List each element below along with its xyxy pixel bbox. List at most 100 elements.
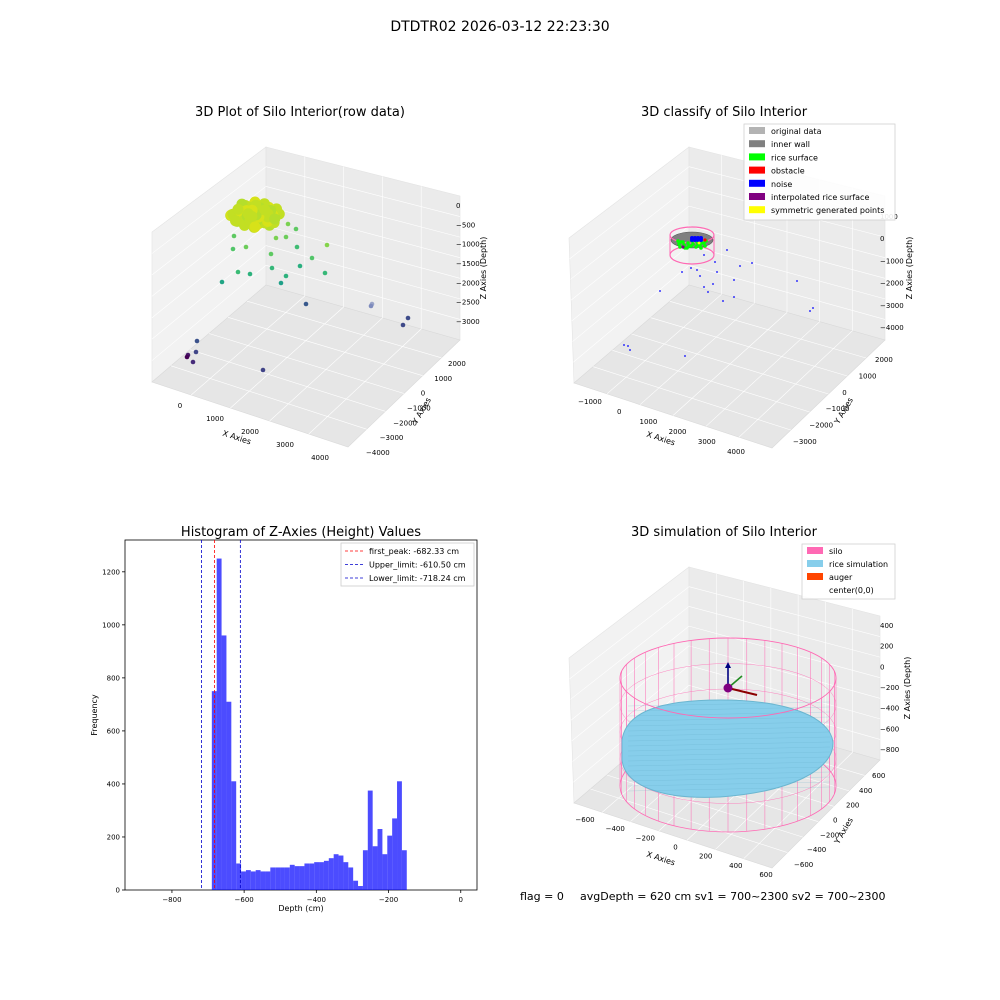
histogram-bar: [255, 870, 261, 890]
z-axis-label: Z Axies (Depth): [479, 237, 488, 300]
legend-swatch: [749, 166, 765, 174]
y-tick-5: −3000: [380, 434, 404, 442]
x-tick-0: 0: [178, 402, 182, 410]
x-tick-4: 200: [699, 853, 712, 861]
z-tick-2: 0: [880, 663, 884, 671]
panel-1-title: 3D Plot of Silo Interior(row data): [195, 105, 405, 120]
legend-swatch: [807, 560, 823, 567]
y-tick-label: 800: [107, 674, 120, 682]
z-tick-0: 400: [880, 622, 893, 630]
legend-label: Lower_limit: -718.24 cm: [369, 574, 466, 583]
x-tick-5: 400: [729, 862, 742, 870]
histogram-bar: [236, 863, 242, 890]
surface-mesh-line: [627, 726, 831, 732]
surface-mesh-line: [627, 731, 831, 737]
raw-point: [278, 280, 284, 286]
silo-top-rim: [619, 637, 837, 719]
raw-point: [219, 279, 225, 285]
rice-surface-point: [703, 244, 707, 248]
histogram-bar: [372, 846, 378, 890]
z-tick-labels: 0 −500 −1000 −1500 −2000 −2500 −3000: [456, 202, 480, 326]
raw-point: [194, 338, 200, 344]
raw-point: [231, 233, 237, 239]
histogram-bar: [367, 790, 373, 890]
noise-point: [696, 269, 698, 271]
z-axis-label: Z Axies (Depth): [905, 237, 914, 300]
y-tick-6: −4000: [366, 449, 390, 457]
noise-point: [699, 238, 703, 242]
histogram-bar: [275, 867, 281, 890]
y-tick-label: 200: [107, 833, 120, 841]
obstacle-point: [703, 238, 707, 242]
surface-mesh-line: [627, 766, 831, 772]
histogram-bar: [338, 855, 344, 890]
histogram-bar: [289, 864, 295, 890]
x-tick-2: 2000: [241, 428, 259, 436]
raw-point: [303, 301, 309, 307]
noise-point: [703, 286, 705, 288]
panel-raw-3d: 3D Plot of Silo Interior(row data) 0 1000…: [151, 105, 488, 462]
legend-label: noise: [771, 180, 792, 189]
y-tick-0: 2000: [448, 360, 466, 368]
histogram-bar: [401, 850, 407, 890]
histogram-bar: [333, 854, 339, 890]
legend-label: rice surface: [771, 153, 818, 162]
raw-points: [184, 196, 411, 373]
x-tick-1: 1000: [206, 415, 224, 423]
raw-point: [322, 270, 328, 276]
legend-label: center(0,0): [829, 586, 874, 595]
legend-label: Upper_limit: -610.50 cm: [369, 561, 466, 570]
raw-point: [247, 271, 253, 277]
x-tick-3: 0: [673, 844, 677, 852]
legend-swatch: [749, 179, 765, 187]
y-tick-6: −600: [794, 861, 813, 869]
rice-surface-point: [691, 242, 695, 246]
x-tick-2: −200: [636, 834, 655, 842]
legend-label: silo: [829, 547, 843, 556]
y-tick-4: −2000: [393, 419, 417, 427]
y-tick-5: −400: [807, 846, 826, 854]
histogram-bar: [323, 860, 329, 890]
histogram-bar: [226, 701, 232, 890]
panel-2-title: 3D classify of Silo Interior: [641, 105, 808, 120]
x-tick-1: −400: [606, 825, 625, 833]
y-tick-4: −200: [820, 831, 839, 839]
footer-stats: avgDepth = 620 cm sv1 = 700~2300 sv2 = 7…: [580, 890, 886, 903]
rice-surface-point: [700, 241, 704, 245]
x-tick-3: 3000: [276, 441, 294, 449]
z-tick-0: 0: [456, 202, 460, 210]
surface-mesh-line: [627, 711, 831, 717]
noise-point: [659, 290, 661, 292]
raw-point: [273, 235, 279, 241]
histogram-bar: [304, 863, 310, 890]
legend-swatch: [749, 153, 765, 161]
noise-point: [681, 271, 683, 273]
histogram-bar: [294, 866, 300, 890]
rice-surface-point: [678, 245, 682, 249]
raw-point: [193, 349, 199, 355]
rice-surface-point: [686, 241, 690, 245]
z-tick-6: −800: [880, 746, 899, 754]
x-tick-labels: −600 −400 −200 0 200 400 600: [575, 816, 772, 879]
noise-point: [796, 280, 798, 282]
panel-4-title: 3D simulation of Silo Interior: [631, 525, 818, 540]
noise-point: [809, 310, 811, 312]
noise-point: [684, 355, 686, 357]
z-tick-2: −1000: [456, 241, 480, 249]
histogram-bar: [397, 781, 402, 890]
z-tick-4: −400: [880, 705, 899, 713]
surface-mesh-line: [627, 736, 831, 742]
raw-point: [246, 211, 258, 222]
y-tick-0: 2000: [875, 356, 893, 364]
x-tick-labels: −1000 0 1000 2000 3000 4000: [578, 398, 745, 456]
surface-mesh-line: [627, 771, 831, 777]
z-tick-2: −1000: [880, 257, 904, 265]
histogram-bar: [284, 867, 290, 890]
histogram-bar: [245, 870, 251, 890]
z-tick-1: −500: [456, 221, 475, 229]
x-axis-label: X Axies: [645, 850, 676, 868]
legend-label: original data: [771, 127, 822, 136]
y-tick-5: −3000: [793, 438, 817, 446]
noise-point: [707, 291, 709, 293]
reference-lines: [201, 540, 241, 890]
